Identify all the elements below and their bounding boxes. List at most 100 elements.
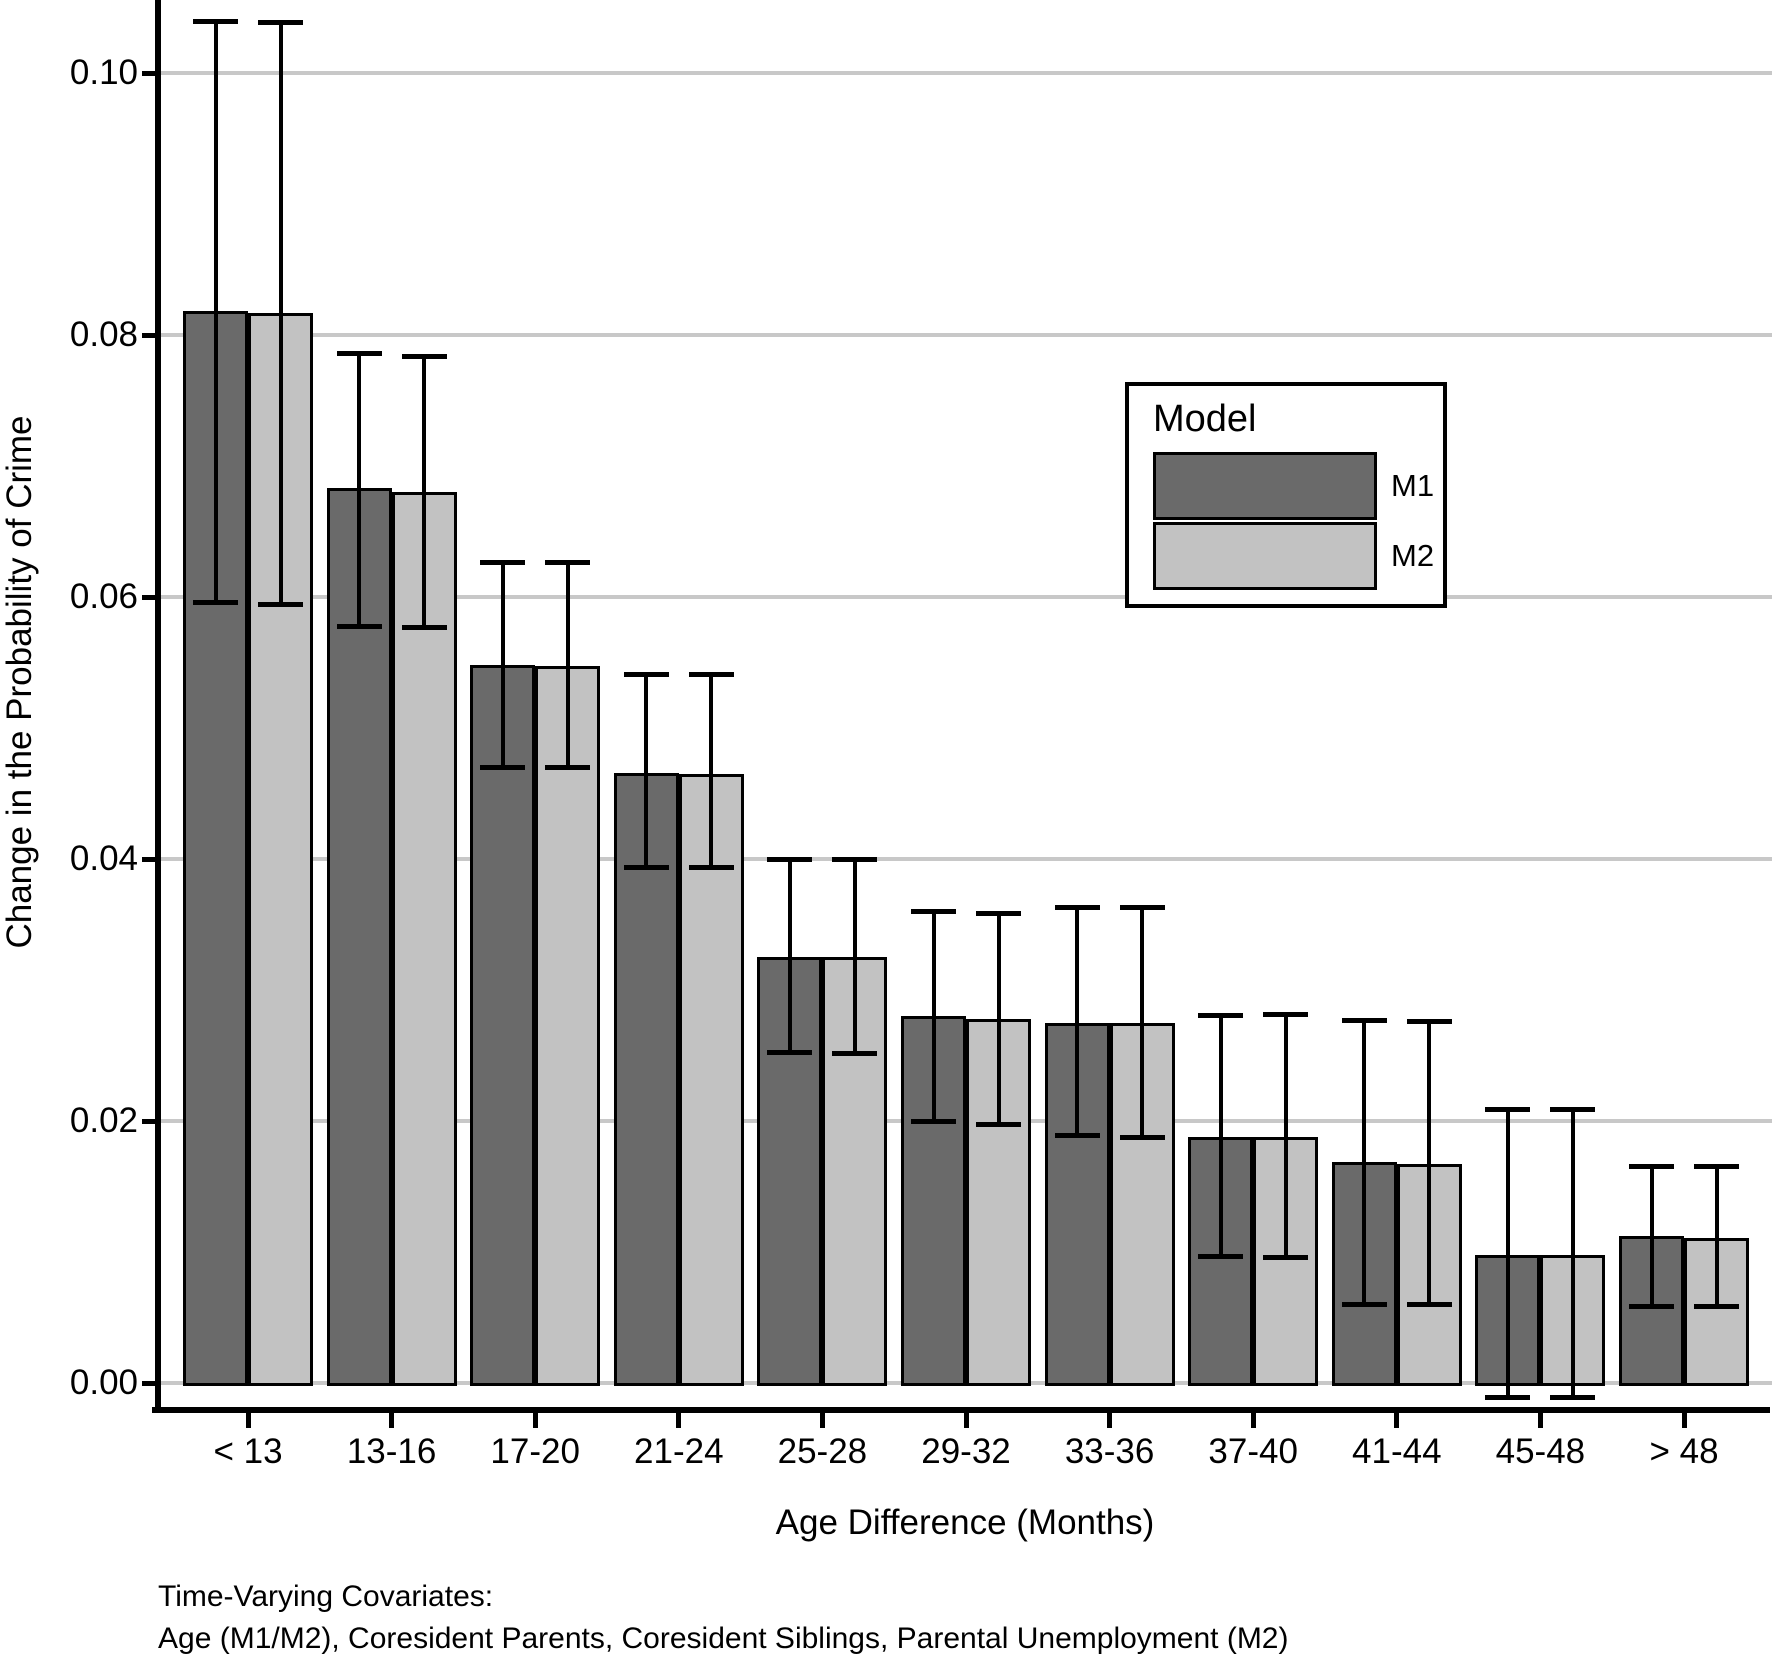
- bar-m1-1: [326, 488, 392, 1386]
- x-tick-label: > 48: [1649, 1432, 1719, 1471]
- error-bar-line-m1-2: [500, 561, 505, 768]
- x-tick-label: 41-44: [1352, 1432, 1442, 1471]
- legend-title: Model: [1153, 398, 1257, 440]
- bar-m2-4: [822, 957, 888, 1386]
- x-tick: [819, 1413, 825, 1428]
- bar-m2-5: [966, 1018, 1031, 1386]
- error-bar-cap-top-m2-10: [1694, 1163, 1739, 1169]
- x-axis-line: [152, 1407, 1770, 1413]
- error-bar-cap-top-m2-8: [1406, 1019, 1452, 1025]
- error-bar-cap-bottom-m2-0: [258, 601, 303, 607]
- x-tick-label: 21-24: [634, 1432, 724, 1471]
- error-bar-cap-top-m1-9: [1485, 1107, 1531, 1113]
- x-tick: [1250, 1413, 1256, 1428]
- error-bar-cap-bottom-m2-8: [1406, 1302, 1452, 1308]
- bar-m1-2: [470, 665, 536, 1386]
- error-bar-cap-bottom-m2-4: [832, 1050, 878, 1056]
- error-bar-cap-bottom-m2-2: [545, 765, 591, 771]
- x-tick-label: 25-28: [777, 1432, 868, 1471]
- error-bar-cap-bottom-m2-9: [1550, 1395, 1596, 1401]
- x-tick-label: 17-20: [490, 1432, 580, 1471]
- error-bar-cap-bottom-m1-4: [767, 1049, 813, 1055]
- error-bar-cap-bottom-m2-6: [1119, 1134, 1165, 1140]
- gridline: [161, 71, 1772, 75]
- error-bar-cap-bottom-m1-5: [911, 1119, 956, 1124]
- x-tick-label: < 13: [213, 1432, 283, 1471]
- error-bar-cap-bottom-m1-7: [1198, 1253, 1244, 1259]
- legend-label-m2: M2: [1391, 538, 1435, 573]
- y-tick: [142, 1119, 155, 1124]
- x-tick: [1681, 1413, 1687, 1428]
- error-bar-cap-top-m2-2: [545, 559, 591, 565]
- error-bar-cap-top-m1-1: [336, 351, 382, 357]
- x-tick: [389, 1413, 395, 1428]
- error-bar-cap-top-m2-5: [976, 910, 1021, 916]
- error-bar-line-m2-9: [1570, 1109, 1575, 1398]
- error-bar-line-m2-4: [852, 859, 857, 1053]
- error-bar-cap-top-m1-6: [1054, 905, 1100, 911]
- error-bar-line-m1-7: [1218, 1014, 1223, 1256]
- error-bar-cap-bottom-m1-2: [480, 765, 526, 771]
- x-tick: [676, 1413, 682, 1428]
- error-bar-cap-bottom-m2-1: [401, 625, 447, 631]
- error-bar-line-m1-9: [1505, 1109, 1510, 1398]
- bar-m1-4: [757, 957, 823, 1386]
- y-tick: [142, 595, 155, 600]
- bar-m2-1: [391, 492, 457, 1386]
- error-bar-line-m2-10: [1714, 1165, 1719, 1306]
- error-bar-line-m1-5: [931, 911, 936, 1121]
- error-bar-line-m2-2: [565, 561, 570, 768]
- error-bar-line-m2-5: [996, 912, 1001, 1124]
- error-bar-cap-top-m2-1: [401, 353, 447, 359]
- x-tick-label: 45-48: [1495, 1432, 1586, 1471]
- gridline: [161, 595, 1772, 599]
- error-bar-cap-bottom-m2-3: [688, 864, 734, 870]
- error-bar-cap-bottom-m2-10: [1694, 1303, 1739, 1309]
- error-bar-line-m1-10: [1649, 1165, 1654, 1306]
- x-tick: [245, 1413, 251, 1428]
- y-tick: [142, 71, 155, 76]
- legend-swatch-m1: [1153, 452, 1377, 520]
- y-tick-label: 0.00: [69, 1363, 138, 1402]
- y-axis-line: [155, 0, 161, 1413]
- gridline: [161, 857, 1772, 861]
- error-bar-cap-top-m1-4: [767, 857, 813, 862]
- error-bar-line-m1-6: [1075, 907, 1080, 1136]
- error-bar-cap-bottom-m2-7: [1263, 1255, 1309, 1261]
- bar-m2-2: [535, 666, 601, 1386]
- x-axis-title: Age Difference (Months): [775, 1503, 1155, 1542]
- x-tick-label: 37-40: [1208, 1432, 1298, 1471]
- x-tick: [1107, 1413, 1113, 1428]
- error-bar-line-m1-1: [357, 353, 362, 626]
- error-bar-cap-top-m1-5: [911, 909, 956, 915]
- x-tick-label: 33-36: [1064, 1432, 1155, 1471]
- error-bar-cap-bottom-m1-6: [1054, 1133, 1100, 1139]
- error-bar-line-m1-3: [644, 674, 649, 867]
- error-bar-line-m2-1: [422, 355, 427, 628]
- y-tick: [142, 1381, 155, 1386]
- gridline: [161, 333, 1772, 337]
- x-tick-label: 29-32: [921, 1432, 1011, 1471]
- error-bar-cap-top-m2-0: [258, 19, 303, 25]
- legend: Model M1 M2: [1125, 382, 1447, 608]
- y-axis-title: Change in the Probability of Crime: [0, 415, 39, 949]
- error-bar-cap-top-m2-4: [832, 857, 878, 862]
- error-bar-cap-top-m1-2: [480, 559, 526, 565]
- footnote: Time-Varying Covariates: Age (M1/M2), Co…: [158, 1576, 1288, 1659]
- legend-label-m1: M1: [1391, 468, 1435, 503]
- x-tick: [963, 1413, 969, 1428]
- y-tick-label: 0.02: [69, 1101, 138, 1140]
- y-tick-label: 0.06: [69, 577, 138, 616]
- y-tick-label: 0.04: [69, 839, 138, 878]
- y-tick: [142, 857, 155, 862]
- x-tick-label: 13-16: [346, 1432, 437, 1471]
- bar-m1-3: [613, 772, 679, 1386]
- error-bar-cap-top-m2-9: [1550, 1107, 1596, 1113]
- error-bar-cap-top-m1-10: [1629, 1163, 1674, 1169]
- footnote-line-1: Time-Varying Covariates:: [158, 1580, 494, 1613]
- y-tick: [142, 333, 155, 338]
- x-tick: [532, 1413, 538, 1428]
- error-bar-cap-top-m1-0: [193, 18, 238, 24]
- error-bar-cap-bottom-m1-0: [193, 600, 238, 606]
